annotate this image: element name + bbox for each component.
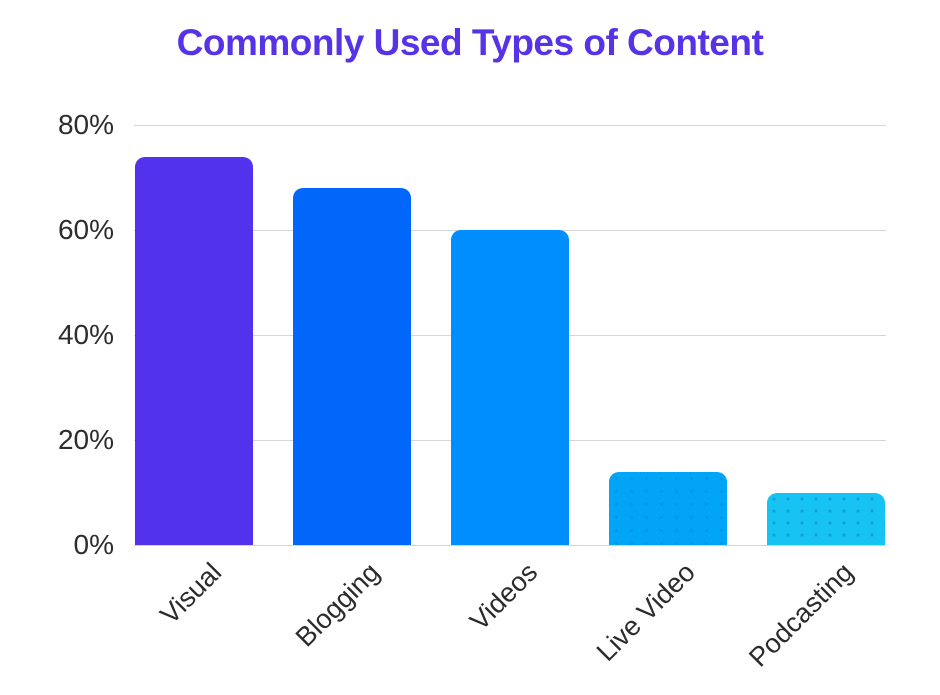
- y-axis-tick-label: 80%: [57, 109, 114, 140]
- x-axis-tick-label: Blogging: [289, 557, 386, 653]
- bar-visual: [135, 156, 253, 545]
- x-axis-tick-label: Live Video: [591, 557, 702, 668]
- y-axis-tick-label: 60%: [57, 214, 114, 245]
- gridline-80: [134, 125, 886, 126]
- bar-live-video: [609, 471, 727, 545]
- gridline-0: [134, 545, 886, 546]
- bar-blogging: [293, 188, 411, 545]
- x-axis-tick-label: Podcasting: [743, 557, 860, 673]
- x-axis-tick-label: Visual: [154, 557, 228, 630]
- bar-videos: [451, 230, 569, 545]
- y-axis-tick-label: 20%: [57, 424, 114, 455]
- y-axis-tick-label: 40%: [57, 319, 114, 350]
- y-axis-tick-label: 0%: [73, 529, 114, 560]
- chart-title: Commonly Used Types of Content: [176, 22, 764, 63]
- bar-podcasting: [767, 492, 885, 545]
- x-axis-tick-label: Videos: [463, 557, 544, 637]
